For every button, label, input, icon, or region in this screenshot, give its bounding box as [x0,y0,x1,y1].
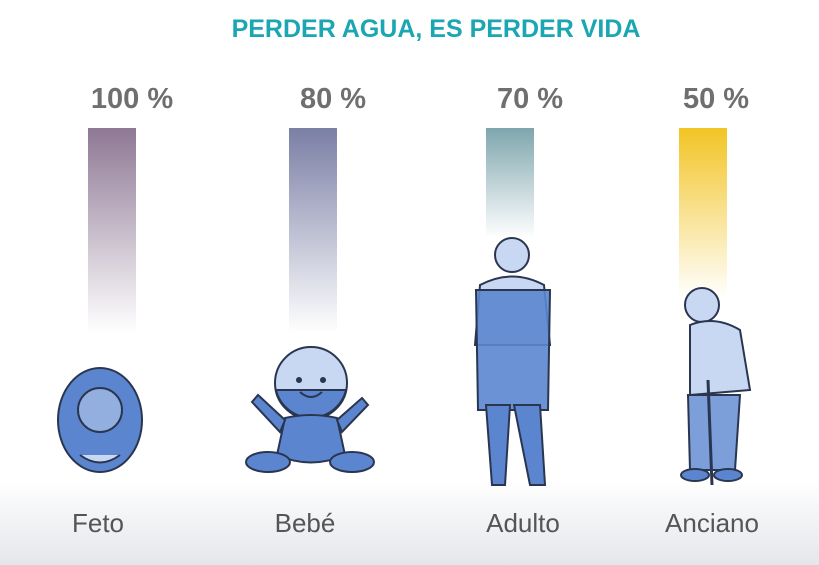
water-bar [88,128,136,333]
percent: 50 % [683,83,749,115]
adult-figure [475,238,550,485]
percent: 80 % [300,83,366,115]
infographic: PERDER AGUA, ES PERDER VIDA 100 % 80 % 7… [0,0,819,565]
water-bar [486,128,534,238]
fetus-figure [58,368,142,472]
item-label: Bebé [275,508,336,538]
item-label: Adulto [486,508,560,538]
percent: 70 % [497,83,563,115]
water-bar [679,128,727,298]
item-label: Anciano [665,508,759,538]
baby-figure [246,347,374,472]
item-label: Feto [72,508,124,538]
water-bar [289,128,337,333]
percent: 100 % [91,83,173,115]
elder-figure [681,288,750,485]
title: PERDER AGUA, ES PERDER VIDA [232,15,641,43]
